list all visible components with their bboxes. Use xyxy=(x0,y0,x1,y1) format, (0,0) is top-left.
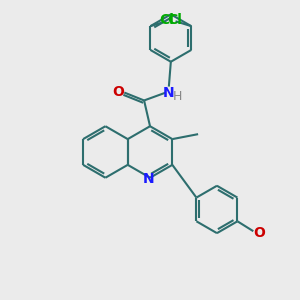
Text: N: N xyxy=(143,172,155,186)
Text: Cl: Cl xyxy=(159,13,174,27)
Text: Cl: Cl xyxy=(168,13,182,27)
Text: N: N xyxy=(163,85,175,100)
Text: H: H xyxy=(173,90,182,103)
Text: O: O xyxy=(112,85,124,98)
Text: O: O xyxy=(253,226,265,240)
